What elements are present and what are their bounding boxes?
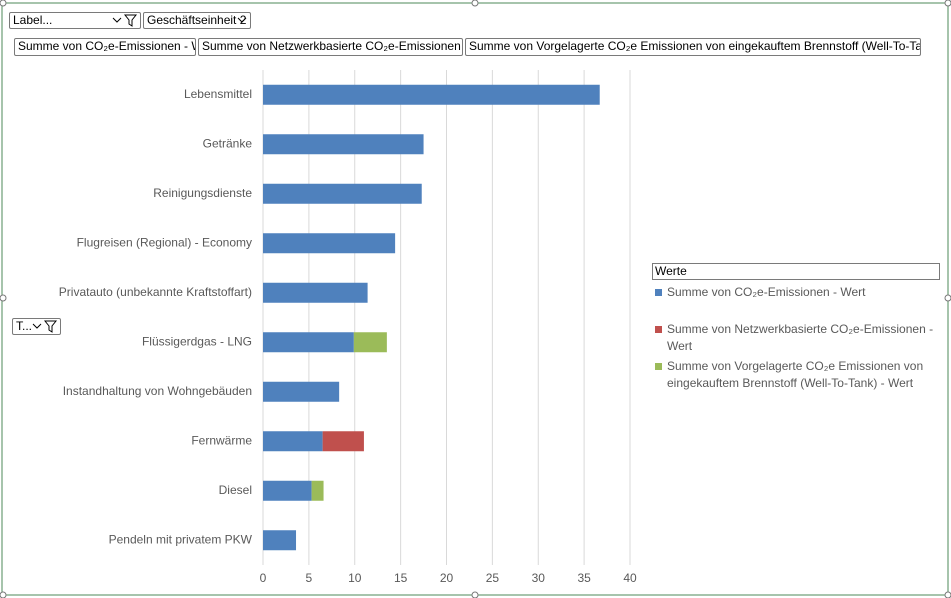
legend-label: Summe von CO₂e-Emissionen - Wert (667, 285, 866, 299)
button-label: Label... (13, 13, 53, 27)
y-tick-label: Flüssigerdgas - LNG (142, 334, 252, 348)
x-tick-label: 15 (394, 571, 408, 585)
legend-swatch (655, 363, 662, 370)
legend-label: Summe von Netzwerkbasierte CO₂e-Emission… (667, 322, 934, 353)
y-tick-label: Fernwärme (191, 433, 252, 447)
bar-segment (263, 282, 368, 303)
legend-title: Werte (652, 263, 940, 280)
row-filter-button[interactable]: T... (12, 318, 61, 335)
y-tick-label: Flugreisen (Regional) - Economy (77, 235, 252, 249)
bar-segment (311, 480, 324, 501)
x-tick-label: 0 (260, 571, 267, 585)
dropdown-icon (237, 17, 247, 23)
bar-segment (263, 530, 297, 551)
dropdown-icon (112, 14, 138, 27)
bar-segment (353, 332, 387, 353)
button-label: Geschäftseinheit 2 (147, 13, 247, 27)
bar-segment (263, 332, 354, 353)
legend-entry: Summe von CO₂e-Emissionen - Wert (655, 284, 940, 301)
y-tick-label: Privatauto (unbekannte Kraftstoffart) (59, 285, 252, 299)
report-filter-button[interactable]: Label... (9, 12, 141, 29)
x-tick-label: 10 (348, 571, 362, 585)
legend-swatch (655, 289, 662, 296)
y-tick-label: Instandhaltung von Wohngebäuden (63, 384, 252, 398)
y-tick-label: Diesel (219, 483, 252, 497)
bar-segment (322, 431, 364, 452)
unit-filter-button[interactable]: Geschäftseinheit 2 (143, 12, 251, 29)
x-tick-label: 40 (623, 571, 637, 585)
value-field-button[interactable]: Summe von Vorgelagerte CO₂e Emissionen v… (465, 38, 921, 56)
bar-segment (263, 480, 312, 501)
x-tick-label: 5 (306, 571, 313, 585)
x-tick-label: 20 (440, 571, 454, 585)
legend-entry: Summe von Vorgelagerte CO₂e Emissionen v… (655, 358, 940, 392)
x-tick-label: 30 (532, 571, 546, 585)
button-label: T... (16, 319, 33, 333)
legend-entry: Summe von Netzwerkbasierte CO₂e-Emission… (655, 321, 940, 355)
bar-segment (263, 84, 600, 105)
button-label: Summe von CO₂e-Emissionen - Wert (18, 39, 195, 53)
bar-segment (263, 381, 340, 402)
x-tick-label: 35 (577, 571, 591, 585)
bar-segment (263, 233, 396, 254)
y-tick-label: Reinigungsdienste (153, 186, 252, 200)
y-tick-label: Pendeln mit privatem PKW (109, 532, 253, 546)
bar-segment (263, 183, 422, 204)
y-tick-label: Lebensmittel (184, 87, 252, 101)
button-label: Summe von Vorgelagerte CO₂e Emissionen v… (469, 39, 920, 53)
legend-swatch (655, 326, 662, 333)
x-tick-label: 25 (486, 571, 500, 585)
button-label: Summe von Netzwerkbasierte CO₂e-Emission… (202, 39, 462, 53)
dropdown-icon (32, 320, 58, 333)
bar-segment (263, 134, 424, 155)
y-tick-label: Getränke (203, 136, 253, 150)
bar-segment (263, 431, 323, 452)
legend-label: Summe von Vorgelagerte CO₂e Emissionen v… (667, 359, 924, 390)
value-field-button[interactable]: Summe von Netzwerkbasierte CO₂e-Emission… (198, 38, 463, 56)
value-field-button[interactable]: Summe von CO₂e-Emissionen - Wert (14, 38, 196, 56)
